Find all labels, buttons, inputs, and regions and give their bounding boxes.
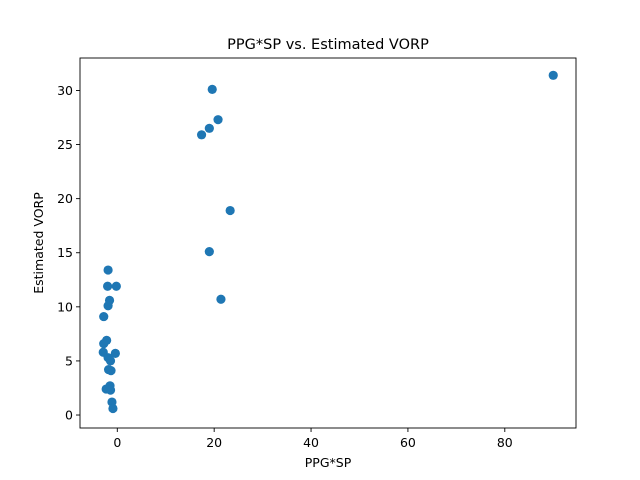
data-point-17 xyxy=(110,348,120,358)
y-axis-label: Estimated VORP xyxy=(31,192,46,294)
data-point-7 xyxy=(216,294,226,304)
data-point-26 xyxy=(108,403,118,414)
data-point-15 xyxy=(99,339,109,349)
data-point-19 xyxy=(105,356,116,366)
x-axis-label: PPG*SP xyxy=(305,455,352,470)
x-tick-label-3: 60 xyxy=(400,435,416,450)
data-point-2 xyxy=(213,115,223,125)
data-point-12 xyxy=(103,301,113,311)
y-tick-label-4: 20 xyxy=(57,191,73,206)
x-axis: 0 20 40 60 80 xyxy=(113,428,513,450)
data-point-5 xyxy=(225,205,235,216)
y-axis: 0 5 10 15 20 25 30 xyxy=(57,83,80,423)
data-point-9 xyxy=(103,281,113,291)
x-tick-label-2: 40 xyxy=(303,435,319,450)
x-tick-label-4: 80 xyxy=(497,435,513,450)
data-point-1 xyxy=(207,84,217,94)
data-point-6 xyxy=(204,247,214,257)
y-tick-label-6: 30 xyxy=(57,83,73,98)
data-point-8 xyxy=(103,265,113,275)
data-point-21 xyxy=(106,366,116,376)
y-tick-label-2: 10 xyxy=(57,299,73,314)
axes-frame xyxy=(79,57,577,429)
data-point-4 xyxy=(196,130,207,140)
y-tick-label-3: 15 xyxy=(57,245,73,260)
x-tick-label-0: 0 xyxy=(113,435,121,450)
data-point-3 xyxy=(204,123,214,133)
data-point-13 xyxy=(99,311,109,322)
y-tick-label-1: 5 xyxy=(65,353,73,368)
x-tick-label-1: 20 xyxy=(206,435,222,450)
y-tick-label-0: 0 xyxy=(65,408,73,423)
plot-area xyxy=(98,70,558,414)
chart-title: PPG*SP vs. Estimated VORP xyxy=(227,37,429,53)
data-point-10 xyxy=(111,281,121,291)
y-tick-label-5: 25 xyxy=(57,137,73,152)
data-point-0 xyxy=(548,70,558,80)
data-point-24 xyxy=(105,385,116,395)
